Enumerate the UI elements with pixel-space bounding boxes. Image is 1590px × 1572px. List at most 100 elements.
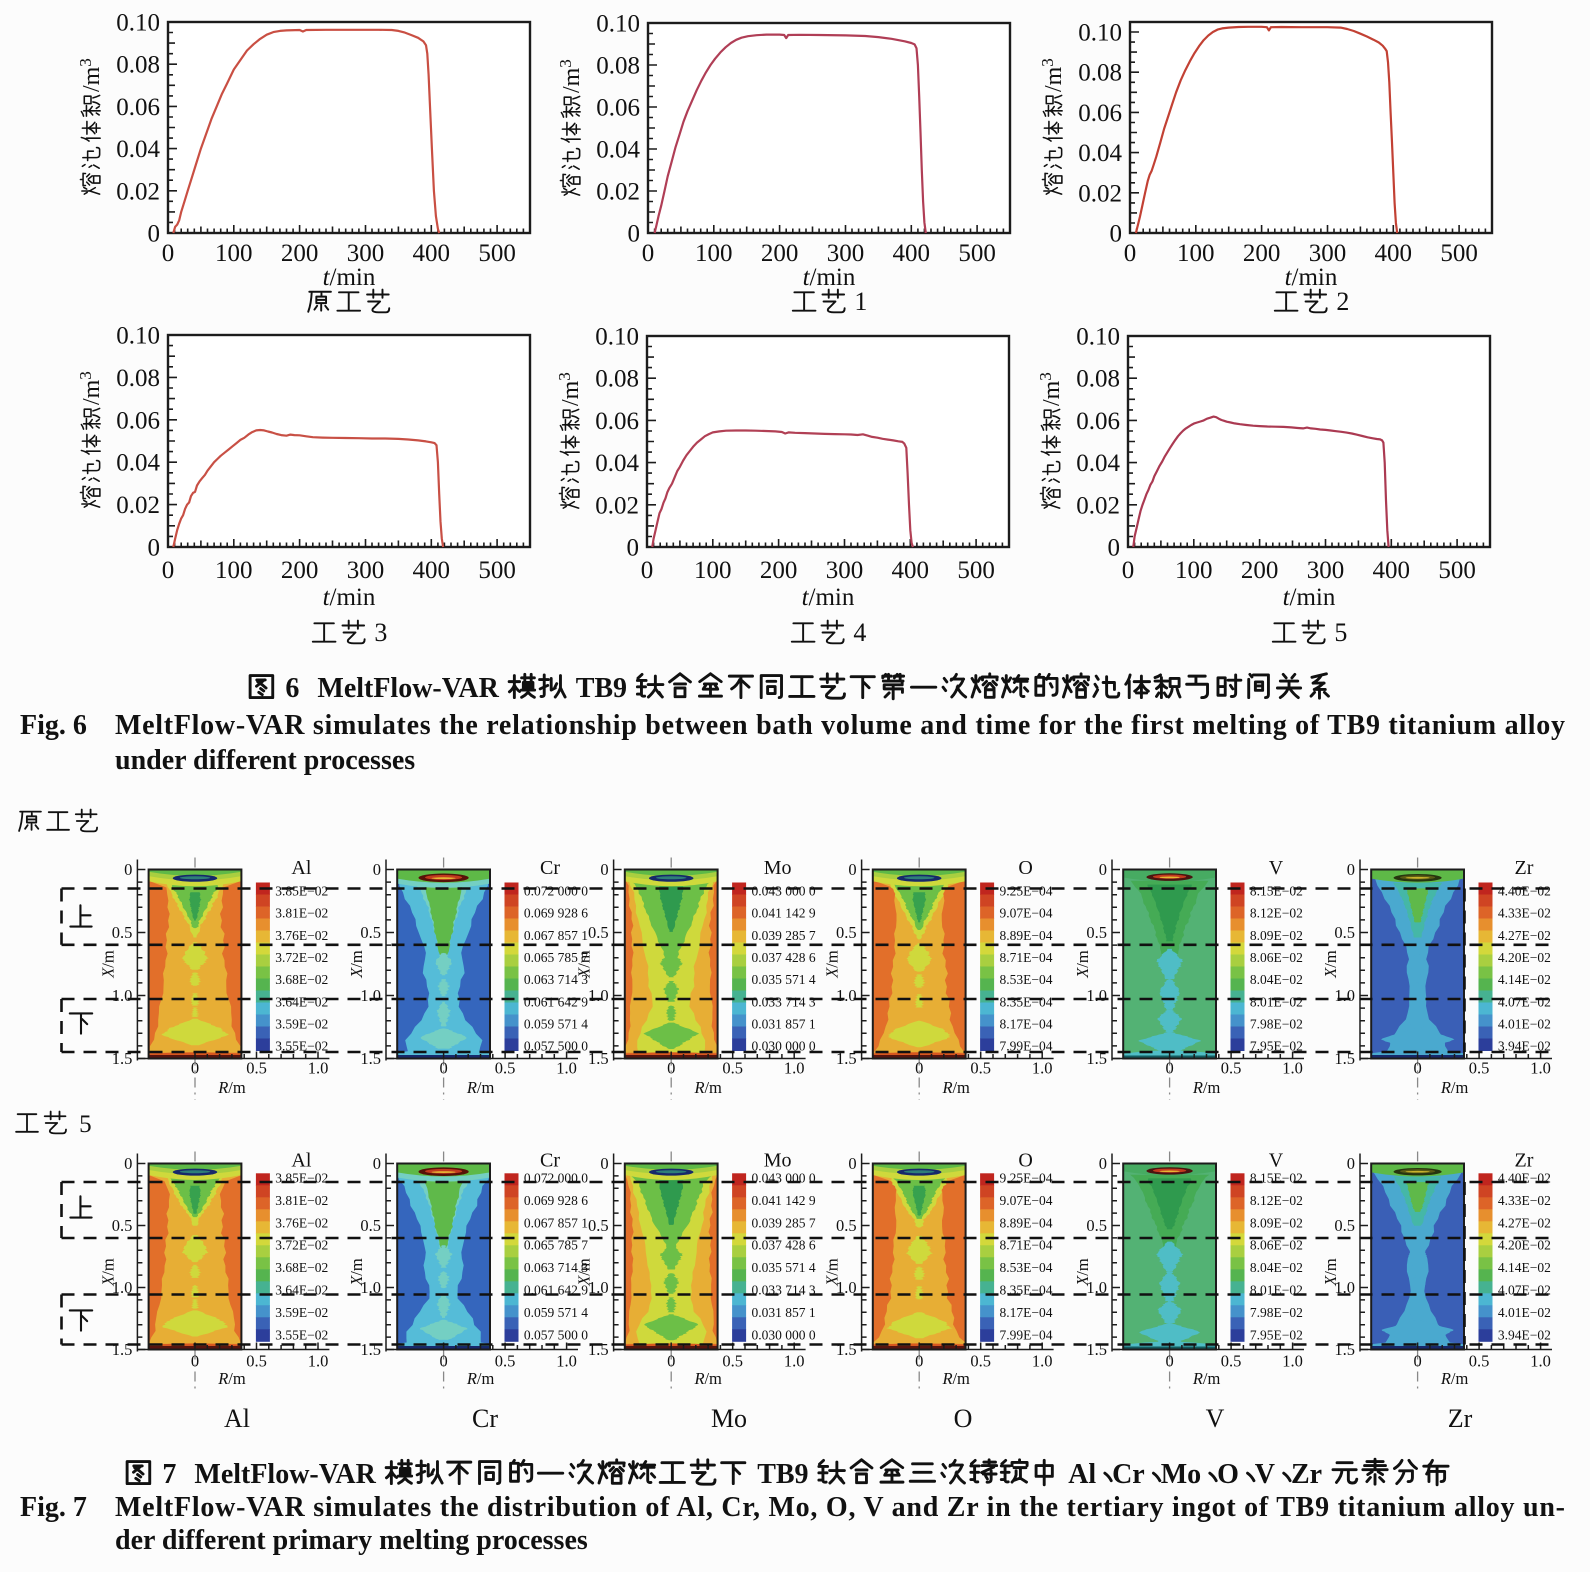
svg-text:200: 200 — [281, 557, 319, 584]
svg-text:3.81E−02: 3.81E−02 — [275, 906, 328, 921]
svg-text:3.81E−02: 3.81E−02 — [275, 1193, 328, 1208]
svg-text:3.68E−02: 3.68E−02 — [275, 972, 328, 987]
svg-text:0: 0 — [124, 860, 132, 879]
svg-text:/min: /min — [1290, 584, 1336, 611]
svg-text:1.5: 1.5 — [1086, 1049, 1107, 1068]
svg-text:0: 0 — [373, 860, 381, 879]
svg-text:0.10: 0.10 — [596, 11, 640, 38]
svg-text:8.09E−02: 8.09E−02 — [1250, 1215, 1303, 1230]
svg-text:0: 0 — [162, 240, 175, 267]
svg-text:3.59E−02: 3.59E−02 — [275, 1017, 328, 1032]
svg-text:3: 3 — [76, 371, 95, 380]
svg-text:9.25E−04: 9.25E−04 — [1000, 884, 1053, 899]
svg-text:3.64E−02: 3.64E−02 — [275, 994, 328, 1009]
svg-text:1.0: 1.0 — [1032, 1059, 1053, 1078]
svg-text:1.0: 1.0 — [1530, 1059, 1551, 1078]
svg-text:400: 400 — [893, 240, 931, 267]
svg-text:/min: /min — [809, 584, 855, 611]
svg-text:0: 0 — [439, 1352, 447, 1371]
svg-text:0.5: 0.5 — [970, 1059, 991, 1078]
svg-text:O: O — [1217, 1459, 1239, 1490]
svg-text:4.20E−02: 4.20E−02 — [1498, 1238, 1551, 1253]
svg-text:0: 0 — [915, 1352, 923, 1371]
svg-text:V: V — [1269, 1150, 1284, 1172]
svg-text:0.06: 0.06 — [595, 408, 639, 435]
svg-text:1.0: 1.0 — [556, 1059, 577, 1078]
svg-text:/m: /m — [953, 1369, 971, 1388]
svg-text:400: 400 — [1375, 240, 1413, 267]
svg-text:8.17E−04: 8.17E−04 — [1000, 1017, 1053, 1032]
svg-text:/min: /min — [810, 264, 856, 291]
svg-text:0.057 500 0: 0.057 500 0 — [524, 1039, 588, 1054]
svg-text:R: R — [217, 1369, 228, 1388]
svg-text:4.01E−02: 4.01E−02 — [1498, 1305, 1551, 1320]
svg-text:Zr: Zr — [1291, 1459, 1322, 1490]
svg-text:0: 0 — [628, 221, 641, 248]
svg-text:0: 0 — [1099, 1154, 1107, 1173]
svg-text:1.0: 1.0 — [784, 1059, 805, 1078]
svg-text:/m: /m — [1073, 1258, 1092, 1276]
svg-text:t: t — [803, 264, 811, 291]
svg-text:0.5: 0.5 — [495, 1352, 516, 1371]
svg-text:0.033 714 3: 0.033 714 3 — [752, 1283, 816, 1298]
svg-text:0.08: 0.08 — [1076, 366, 1120, 393]
svg-text:0: 0 — [848, 860, 856, 879]
svg-text:3.85E−02: 3.85E−02 — [275, 884, 328, 899]
svg-text:TB9: TB9 — [757, 1459, 808, 1490]
svg-text:/m: /m — [477, 1078, 495, 1097]
svg-text:0: 0 — [1347, 1154, 1355, 1173]
svg-text:8.53E−04: 8.53E−04 — [1000, 1260, 1053, 1275]
svg-text:2: 2 — [1336, 287, 1349, 316]
svg-text:7.95E−02: 7.95E−02 — [1250, 1039, 1303, 1054]
svg-text:4.33E−02: 4.33E−02 — [1498, 906, 1551, 921]
svg-text:3: 3 — [76, 58, 95, 67]
svg-text:4.14E−02: 4.14E−02 — [1498, 1260, 1551, 1275]
svg-text:0.031 857 1: 0.031 857 1 — [752, 1305, 816, 1320]
svg-text:0: 0 — [627, 535, 640, 562]
svg-text:Al: Al — [224, 1404, 250, 1433]
svg-text:4.20E−02: 4.20E−02 — [1498, 950, 1551, 965]
svg-text:7.98E−02: 7.98E−02 — [1250, 1305, 1303, 1320]
svg-text:1.5: 1.5 — [1334, 1049, 1355, 1068]
svg-text:400: 400 — [1373, 557, 1411, 584]
svg-text:1.0: 1.0 — [360, 1278, 381, 1297]
svg-text:X: X — [347, 1275, 366, 1287]
svg-text:0.06: 0.06 — [1078, 100, 1122, 127]
svg-text:/m: /m — [1203, 1078, 1221, 1097]
svg-text:/m: /m — [347, 1258, 366, 1276]
svg-text:7: 7 — [162, 1459, 176, 1490]
svg-text:4.01E−02: 4.01E−02 — [1498, 1017, 1551, 1032]
svg-text:/m: /m — [1451, 1078, 1469, 1097]
svg-text:1.0: 1.0 — [1086, 986, 1107, 1005]
svg-text:0.063 714 3: 0.063 714 3 — [524, 1260, 588, 1275]
svg-text:/m: /m — [79, 66, 105, 92]
svg-text:1.5: 1.5 — [588, 1340, 609, 1359]
svg-text:0.039 285 7: 0.039 285 7 — [752, 1215, 816, 1230]
svg-text:0: 0 — [191, 1059, 199, 1078]
svg-text:100: 100 — [695, 240, 733, 267]
svg-text:Zr: Zr — [1515, 1150, 1534, 1172]
svg-text:400: 400 — [413, 557, 451, 584]
svg-text:/m: /m — [347, 950, 366, 968]
svg-text:0.08: 0.08 — [116, 52, 160, 79]
svg-text:Fig. 7: Fig. 7 — [20, 1492, 87, 1523]
svg-text:3.76E−02: 3.76E−02 — [275, 1215, 328, 1230]
svg-text:X: X — [575, 967, 594, 979]
svg-text:/m: /m — [953, 1078, 971, 1097]
svg-text:3: 3 — [374, 618, 387, 647]
svg-text:1.0: 1.0 — [1086, 1278, 1107, 1297]
svg-text:0: 0 — [148, 221, 161, 248]
svg-text:0.5: 0.5 — [1469, 1352, 1490, 1371]
svg-text:0.5: 0.5 — [1334, 1216, 1355, 1235]
svg-text:300: 300 — [826, 557, 864, 584]
svg-text:8.06E−02: 8.06E−02 — [1250, 1238, 1303, 1253]
svg-text:0: 0 — [1165, 1352, 1173, 1371]
svg-text:R: R — [942, 1369, 953, 1388]
svg-text:0.5: 0.5 — [112, 1216, 133, 1235]
svg-text:0.5: 0.5 — [1221, 1352, 1242, 1371]
svg-text:4.40E−02: 4.40E−02 — [1498, 884, 1551, 899]
svg-text:8.89E−04: 8.89E−04 — [1000, 928, 1053, 943]
svg-text:0: 0 — [641, 557, 654, 584]
svg-text:0.5: 0.5 — [970, 1352, 991, 1371]
svg-text:X: X — [98, 967, 117, 979]
